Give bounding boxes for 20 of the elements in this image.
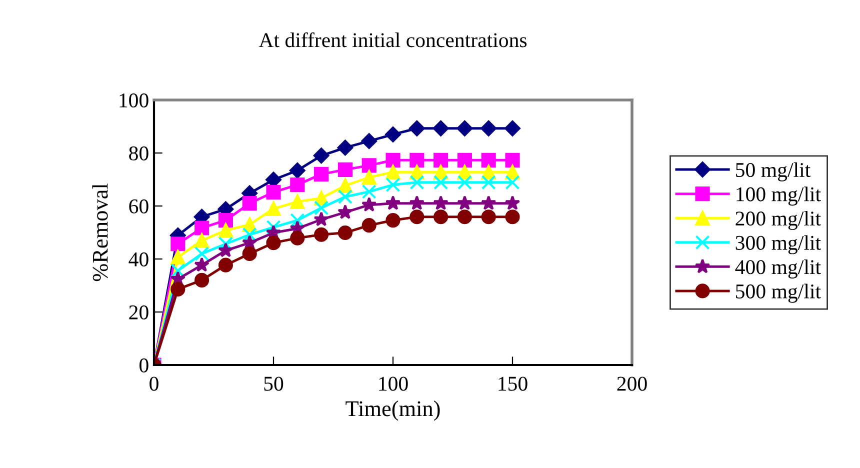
x-tick-label: 150 [498, 376, 528, 391]
legend-label: 100 mg/lit [736, 186, 821, 206]
legend-label: 50 mg/lit [736, 162, 811, 182]
y-axis-title: %Removal [92, 184, 108, 282]
x-axis-title: Time(min) [346, 400, 440, 421]
x-tick-label: 0 [150, 376, 158, 391]
y-tick-label: 0 [140, 358, 148, 372]
chart-title: At diffrent initial concentrations [258, 32, 527, 48]
y-tick-label: 100 [120, 93, 148, 108]
x-tick-label: 100 [379, 376, 408, 391]
legend-label: 500 mg/lit [736, 284, 821, 303]
x-tick-label: 200 [617, 376, 647, 391]
y-tick-label: 20 [129, 305, 148, 320]
legend-label: 300 mg/lit [736, 235, 821, 254]
x-tick-label: 50 [264, 376, 284, 391]
y-tick-label: 60 [129, 199, 148, 214]
legend-label: 200 mg/lit [736, 210, 821, 230]
y-tick-label: 80 [129, 146, 148, 160]
y-tick-label: 40 [128, 252, 148, 266]
legend-label: 400 mg/lit [735, 260, 821, 278]
